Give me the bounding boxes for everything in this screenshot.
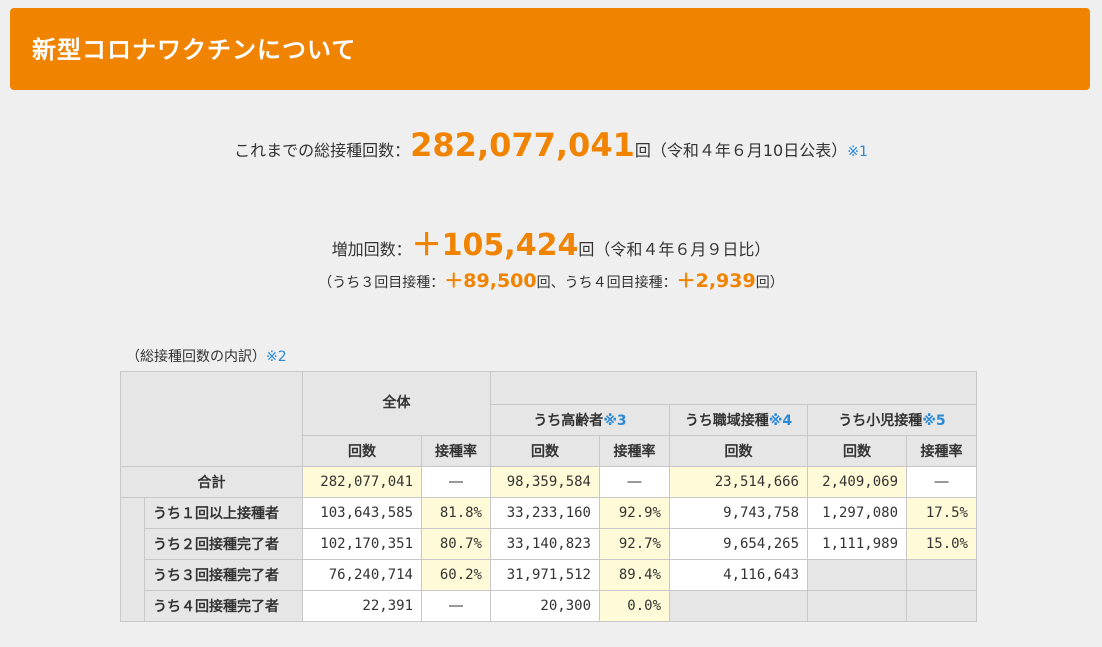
note-link-5[interactable]: ※5 [922,413,946,429]
increase-label: 増加回数： [331,240,412,259]
col-header-spacer [490,371,977,405]
cell-child-count: 1,111,989 [807,528,907,560]
increase-line: 増加回数：＋105,424回（令和４年６月９日比） [0,220,1102,264]
table-corner [120,371,303,467]
cell-workplace-count: 4,116,643 [669,559,808,591]
cell-all-rate: 80.7% [421,528,491,560]
col-header-elderly: うち高齢者※3 [490,404,670,436]
cell-all-count: 76,240,714 [302,559,422,591]
total-date: （令和４年６月10日公表） [650,141,848,160]
detail-close: 回） [755,275,784,291]
cell-child-count: 1,297,080 [807,497,907,529]
cell-elderly-rate: 92.7% [599,528,670,560]
note-link-4[interactable]: ※4 [768,413,793,429]
subheader-workplace-count: 回数 [669,435,808,467]
row-label: 合計 [120,466,303,498]
detail-mid: 回、うち４回目接種： [536,275,677,291]
cell-elderly-rate: 0.0% [599,590,670,622]
cell-all-rate: 60.2% [421,559,491,591]
table-row: うち４回接種完了者 22,391 ― 20,300 0.0% [121,590,977,622]
row-label: うち１回以上接種者 [144,497,303,529]
cell-child-rate-empty [906,590,977,622]
table-row: うち２回接種完了者 102,170,351 80.7% 33,140,823 9… [121,528,977,560]
increase-detail-line: （うち３回目接種：＋89,500回、うち４回目接種：＋2,939回） [0,266,1102,293]
breakdown-table: 全体 うち高齢者※3 うち職域接種※4 うち小児接種※5 回数 接種率 回数 接… [120,371,977,622]
cell-elderly-count: 20,300 [490,590,600,622]
row-label: うち３回接種完了者 [144,559,303,591]
cell-workplace-count: 9,743,758 [669,497,808,529]
subheader-elderly-rate: 接種率 [599,435,670,467]
cell-child-rate: 15.0% [906,528,977,560]
page-header: 新型コロナワクチンについて [10,8,1090,90]
increase-date: （令和４年６月９日比） [594,240,771,259]
cell-all-count: 102,170,351 [302,528,422,560]
fourth-dose-increase: ＋2,939 [676,270,756,292]
cell-elderly-rate: 89.4% [599,559,670,591]
page-title: 新型コロナワクチンについて [32,36,357,64]
cell-elderly-count: 31,971,512 [490,559,600,591]
increase-value: ＋105,424 [411,228,579,263]
cell-child-count-empty [807,559,907,591]
col-header-workplace-label: うち職域接種 [684,413,769,429]
cell-all-rate: ― [421,590,491,622]
cell-elderly-count: 98,359,584 [490,466,600,498]
col-header-child-label: うち小児接種 [838,413,923,429]
cell-workplace-count-empty [669,590,808,622]
cell-elderly-count: 33,140,823 [490,528,600,560]
col-header-all: 全体 [302,371,491,436]
increase-unit: 回 [578,240,595,259]
note-link-1[interactable]: ※1 [847,144,868,160]
cell-child-count: 2,409,069 [807,466,907,498]
cell-all-count: 282,077,041 [302,466,422,498]
subheader-all-count: 回数 [302,435,422,467]
cell-workplace-count: 9,654,265 [669,528,808,560]
note-link-3[interactable]: ※3 [603,413,627,429]
note-link-2[interactable]: ※2 [266,349,287,365]
cell-all-count: 22,391 [302,590,422,622]
row-label: うち４回接種完了者 [144,590,303,622]
breakdown-caption: （総接種回数の内訳）※2 [126,346,287,366]
cell-child-rate: ― [906,466,977,498]
subheader-child-count: 回数 [807,435,907,467]
table-row: 合計 282,077,041 ― 98,359,584 ― 23,514,666… [120,466,977,498]
cell-child-count-empty [807,590,907,622]
total-vaccinations-line: これまでの総接種回数：282,077,041回（令和４年６月10日公表）※1 [0,126,1102,164]
subheader-elderly-count: 回数 [490,435,600,467]
subheader-all-rate: 接種率 [421,435,491,467]
third-dose-increase: ＋89,500 [444,270,537,292]
cell-elderly-rate: ― [599,466,670,498]
col-header-workplace: うち職域接種※4 [669,404,808,436]
table-row: うち１回以上接種者 103,643,585 81.8% 33,233,160 9… [120,497,977,622]
col-header-child: うち小児接種※5 [807,404,977,436]
total-label: これまでの総接種回数： [234,141,411,160]
cell-child-rate: 17.5% [906,497,977,529]
col-header-elderly-label: うち高齢者 [533,413,604,429]
cell-workplace-count: 23,514,666 [669,466,808,498]
cell-all-count: 103,643,585 [302,497,422,529]
total-unit: 回 [634,141,651,160]
row-label: うち２回接種完了者 [144,528,303,560]
detail-open: （うち３回目接種： [318,275,445,291]
cell-elderly-rate: 92.9% [599,497,670,529]
breakdown-caption-text: （総接種回数の内訳） [126,349,266,365]
row-indent [120,497,145,622]
table-row: うち３回接種完了者 76,240,714 60.2% 31,971,512 89… [121,559,977,591]
cell-child-rate-empty [906,559,977,591]
cell-all-rate: 81.8% [421,497,491,529]
cell-elderly-count: 33,233,160 [490,497,600,529]
total-value: 282,077,041 [410,126,635,164]
cell-all-rate: ― [421,466,491,498]
subheader-child-rate: 接種率 [906,435,977,467]
